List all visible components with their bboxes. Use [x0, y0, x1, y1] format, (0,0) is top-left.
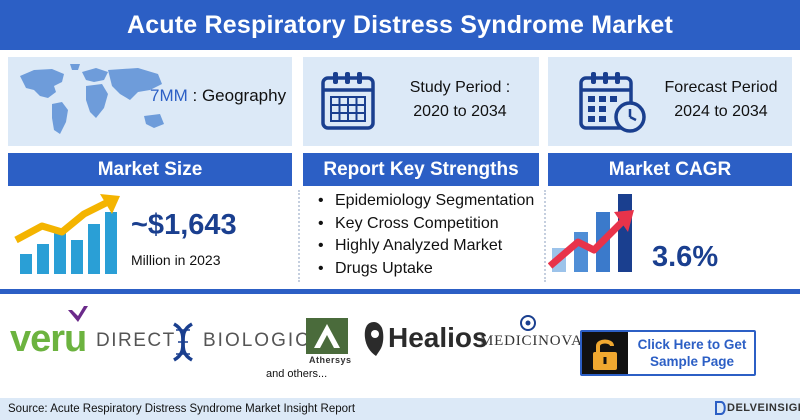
- logo-biologics-text: BIOLOGICS: [203, 330, 326, 351]
- padlock-box: [582, 332, 628, 374]
- divider-right: [544, 190, 546, 282]
- sample-page-label[interactable]: Click Here to Get Sample Page: [632, 336, 752, 370]
- geography-highlight: 7MM: [150, 86, 188, 105]
- padlock-icon: [593, 339, 617, 370]
- source-text: Source: Acute Respiratory Distress Syndr…: [8, 403, 356, 415]
- strength-item: Key Cross Competition: [318, 213, 534, 236]
- market-size-subtitle: Million in 2023: [131, 252, 221, 268]
- cta-line2[interactable]: Sample Page: [649, 354, 735, 369]
- logo-athersys-text: Athersys: [309, 355, 352, 365]
- delveinsight-logo: DELVEINSIGHT: [727, 402, 800, 414]
- growth-chart-icon: [14, 194, 120, 274]
- page-title: Acute Respiratory Distress Syndrome Mark…: [126, 11, 674, 39]
- market-cagr-value: 3.6%: [652, 241, 719, 273]
- rising-bars-icon: [548, 194, 634, 272]
- athersys-logo-icon: [306, 318, 348, 354]
- study-period-label: Study Period :: [409, 79, 511, 96]
- delveinsight-d-icon: [715, 401, 726, 415]
- dna-helix-icon: [173, 322, 193, 362]
- footer-bar: [0, 398, 800, 420]
- logo-healios: Healios: [388, 322, 488, 353]
- logo-direct-text: DIRECT: [96, 330, 176, 351]
- calendar-clock-icon: [579, 72, 646, 133]
- logo-medicinova: MEDICINOVA: [480, 333, 583, 349]
- geography-label: : Geography: [187, 86, 287, 105]
- market-size-heading: Market Size: [8, 153, 292, 186]
- and-others-text: and others...: [266, 368, 328, 380]
- header-banner: [0, 0, 800, 50]
- medicinova-mark-icon: [520, 315, 536, 331]
- study-period-panel: [303, 57, 539, 146]
- sample-page-button[interactable]: Click Here to Get Sample Page: [580, 330, 756, 376]
- logos-separator: [0, 289, 800, 294]
- geography-text: 7MM : Geography: [150, 86, 286, 106]
- strength-item: Drugs Uptake: [318, 258, 534, 281]
- key-strengths-heading: Report Key Strengths: [303, 153, 539, 186]
- cta-line1[interactable]: Click Here to Get: [637, 337, 747, 352]
- world-map-icon: [20, 64, 164, 134]
- study-period-text: Study Period : 2020 to 2034: [385, 76, 535, 124]
- study-period-range: 2020 to 2034: [413, 103, 507, 120]
- forecast-period-label: Forecast Period: [664, 79, 778, 96]
- divider-left: [298, 190, 300, 282]
- strength-item: Epidemiology Segmentation: [318, 190, 534, 213]
- veru-chevron-icon: [68, 306, 88, 322]
- healios-head-icon: [364, 322, 384, 356]
- calendar-icon: [321, 72, 375, 130]
- key-strengths-list: Epidemiology Segmentation Key Cross Comp…: [318, 190, 534, 280]
- forecast-period-text: Forecast Period 2024 to 2034: [650, 76, 792, 124]
- market-cagr-heading: Market CAGR: [548, 153, 792, 186]
- logo-veru: veru: [10, 318, 87, 360]
- strength-item: Highly Analyzed Market: [318, 235, 534, 258]
- market-size-value: ~$1,643: [131, 209, 237, 241]
- forecast-period-range: 2024 to 2034: [674, 103, 768, 120]
